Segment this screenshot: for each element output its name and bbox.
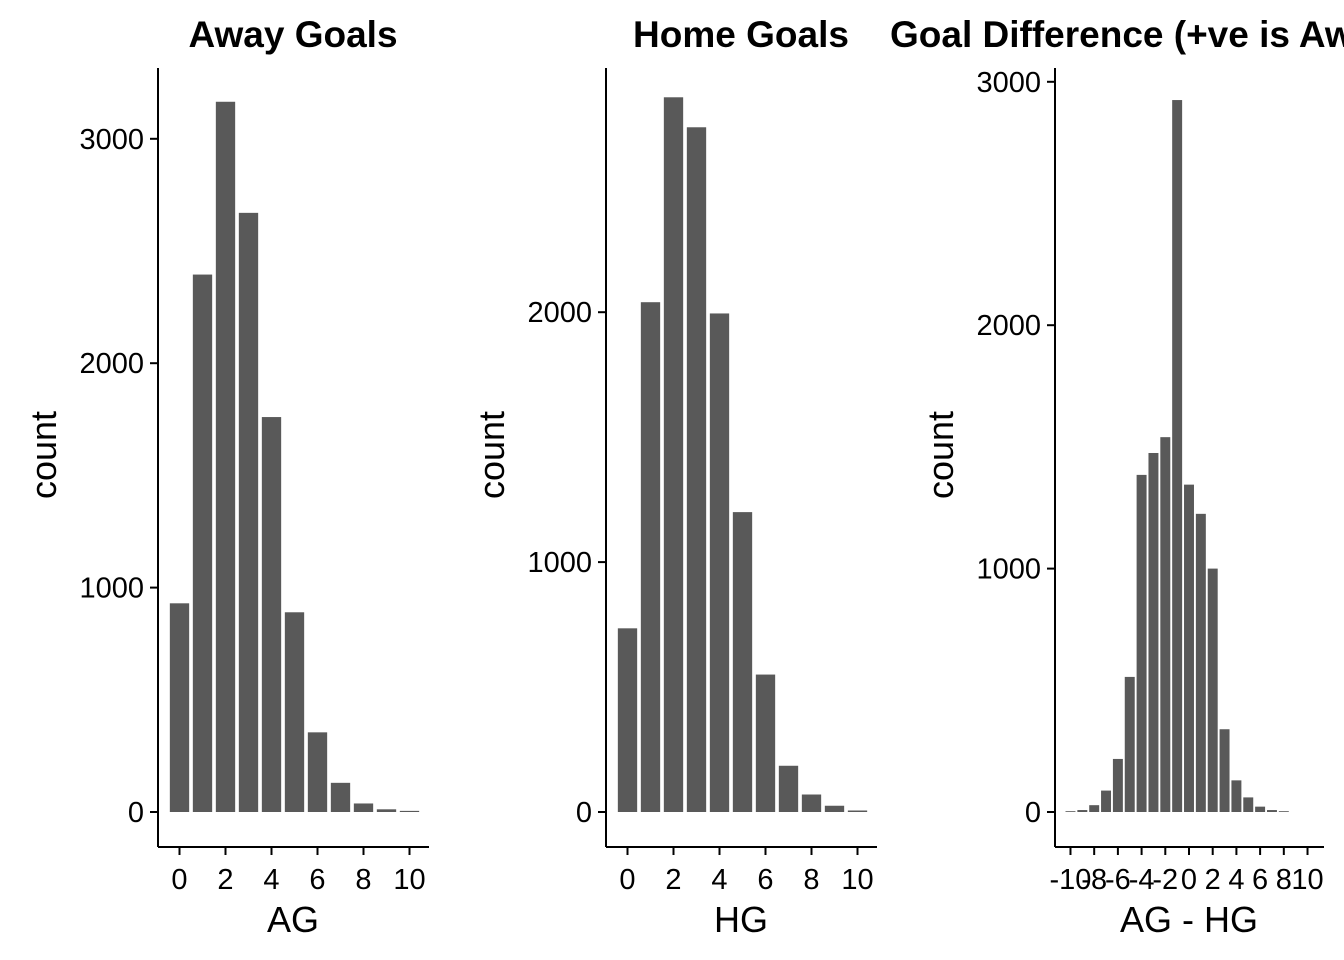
y-axis-label: count xyxy=(23,411,64,499)
x-tick-label: -2 xyxy=(1152,864,1178,896)
bar xyxy=(640,302,661,812)
bar xyxy=(732,512,753,812)
x-tick-label: 2 xyxy=(1205,864,1221,896)
bar xyxy=(169,603,190,812)
bar xyxy=(1077,810,1088,812)
y-axis: 0 1000 2000 xyxy=(527,68,607,847)
x-tick-label: 4 xyxy=(711,864,727,896)
bars xyxy=(617,97,868,813)
y-tick-label: 3000 xyxy=(976,67,1041,99)
bars xyxy=(1065,100,1289,813)
bar xyxy=(617,628,638,812)
bar xyxy=(1195,513,1206,812)
y-tick-label: 2000 xyxy=(527,297,592,329)
bar xyxy=(238,212,259,813)
x-tick-label: 0 xyxy=(1181,864,1197,896)
bar xyxy=(1219,729,1230,812)
bar xyxy=(330,782,351,812)
bars xyxy=(169,101,420,813)
bar xyxy=(1101,790,1112,812)
x-tick-label: -8 xyxy=(1081,864,1107,896)
y-tick-label: 0 xyxy=(1025,797,1041,829)
bar xyxy=(778,765,799,812)
x-axis: -10-8-6-4-2 0 2 4 6 8 10 xyxy=(1050,846,1324,896)
panel-title: Away Goals xyxy=(188,14,397,55)
bar xyxy=(1089,805,1100,812)
x-axis-label: AG - HG xyxy=(1120,899,1258,940)
y-tick-label: 0 xyxy=(576,797,592,829)
x-tick-label: -6 xyxy=(1105,864,1131,896)
bar xyxy=(1207,568,1218,812)
x-tick-label: 2 xyxy=(217,864,233,896)
x-tick-label: 6 xyxy=(309,864,325,896)
x-tick-label: 0 xyxy=(171,864,187,896)
bar xyxy=(1065,811,1076,812)
y-tick-label: 1000 xyxy=(79,573,144,605)
bar xyxy=(1266,810,1277,812)
y-tick-label: 1000 xyxy=(976,554,1041,586)
y-tick-label: 0 xyxy=(128,797,144,829)
x-axis-label: HG xyxy=(714,899,768,940)
bar xyxy=(1112,758,1123,812)
x-tick-label: 6 xyxy=(757,864,773,896)
bar xyxy=(399,810,420,812)
bar xyxy=(307,732,328,812)
bar xyxy=(261,417,282,812)
x-tick-label: 8 xyxy=(355,864,371,896)
y-axis: 0 1000 2000 3000 xyxy=(79,68,159,847)
bar xyxy=(801,794,822,812)
bar xyxy=(1255,806,1266,812)
bar xyxy=(215,101,236,812)
panel-goal-difference: Goal Difference (+ve is Away Win) 0 1000 2… xyxy=(890,14,1344,940)
y-tick-label: 3000 xyxy=(79,124,144,156)
x-tick-label: 4 xyxy=(263,864,279,896)
panel-title: Home Goals xyxy=(633,14,849,55)
x-tick-label: 10 xyxy=(841,864,873,896)
x-axis: 0 2 4 6 8 10 xyxy=(158,846,429,896)
bar xyxy=(663,97,684,813)
x-tick-label: 4 xyxy=(1228,864,1244,896)
bar xyxy=(755,674,776,812)
bar xyxy=(1243,797,1254,812)
x-axis-label: AG xyxy=(267,899,319,940)
bar xyxy=(376,809,397,812)
bar xyxy=(1136,474,1147,812)
x-tick-label: -4 xyxy=(1129,864,1155,896)
x-tick-label: 2 xyxy=(665,864,681,896)
y-tick-label: 2000 xyxy=(976,310,1041,342)
x-tick-label: 10 xyxy=(1291,864,1323,896)
bar xyxy=(284,612,305,812)
bar xyxy=(686,127,707,812)
y-axis-label: count xyxy=(920,411,961,499)
bar xyxy=(1148,452,1159,812)
bar xyxy=(1184,484,1194,812)
bar xyxy=(1172,100,1183,813)
x-tick-label: -10 xyxy=(1050,864,1092,896)
bar xyxy=(1124,676,1135,812)
bar xyxy=(1278,811,1289,812)
x-tick-label: 8 xyxy=(803,864,819,896)
y-tick-label: 1000 xyxy=(527,547,592,579)
bar xyxy=(353,803,374,812)
bar xyxy=(847,810,868,812)
x-axis: 0 2 4 6 8 10 xyxy=(606,846,877,896)
x-tick-label: 6 xyxy=(1252,864,1268,896)
bar xyxy=(192,274,213,812)
panel-title: Goal Difference (+ve is Away Win) xyxy=(890,14,1344,55)
y-axis-label: count xyxy=(471,411,512,499)
y-tick-label: 2000 xyxy=(79,348,144,380)
bar xyxy=(709,313,730,812)
x-tick-label: 0 xyxy=(619,864,635,896)
bar xyxy=(1160,437,1171,812)
bar xyxy=(824,805,845,812)
x-tick-label: 8 xyxy=(1276,864,1292,896)
bar xyxy=(1231,780,1242,812)
y-axis: 0 1000 2000 3000 xyxy=(976,67,1056,847)
x-tick-label: 10 xyxy=(393,864,425,896)
